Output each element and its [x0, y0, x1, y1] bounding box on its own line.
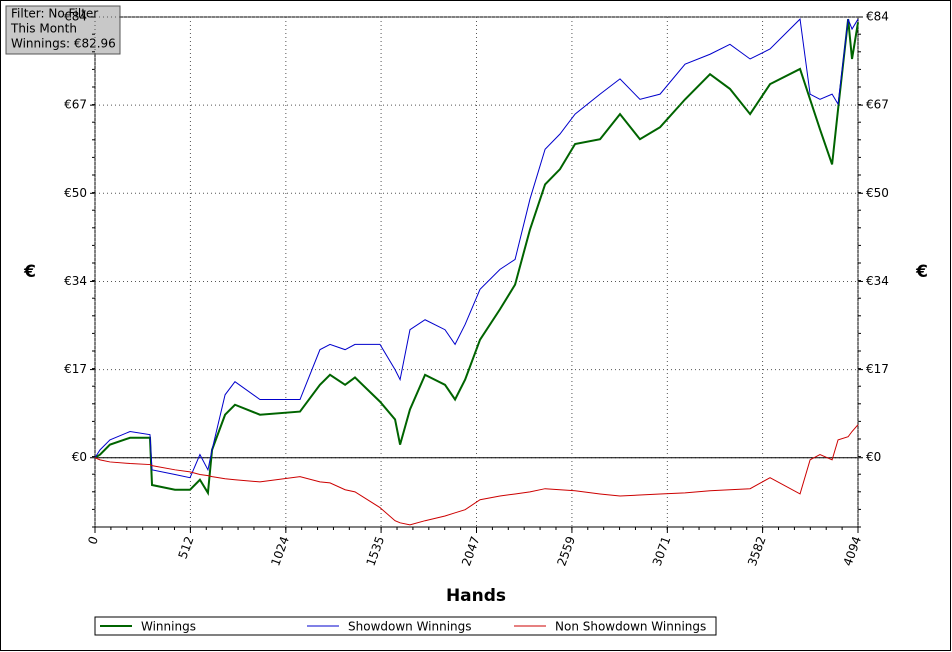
y2-tick-label: €0	[866, 450, 881, 464]
y2-tick-label: €50	[866, 186, 889, 200]
series-line	[94, 18, 859, 479]
info-line: Winnings: €82.96	[11, 37, 116, 51]
y2-tick-label: €34	[866, 274, 889, 288]
x-axis-title: Hands	[446, 586, 506, 606]
legend-label: Showdown Winnings	[348, 620, 472, 634]
y-tick-label: €34	[64, 274, 87, 288]
legend-label: Winnings	[141, 620, 196, 634]
x-tick-label: 0	[85, 534, 101, 546]
legend-label: Non Showdown Winnings	[555, 620, 706, 634]
legend	[94, 616, 717, 636]
y-tick-label: €17	[64, 362, 87, 376]
y-axis-title: €	[23, 262, 36, 282]
series-line	[94, 18, 859, 496]
info-box	[5, 5, 121, 55]
y2-tick-label: €67	[866, 98, 889, 112]
y2-tick-label: €17	[866, 362, 889, 376]
y2-tick-label: €84	[866, 10, 889, 24]
y-tick-label: €0	[72, 450, 87, 464]
series-line	[94, 424, 859, 526]
y-tick-label: €67	[64, 98, 87, 112]
y-tick-label: €84	[64, 10, 87, 24]
info-line: This Month	[10, 22, 77, 36]
info-line: Filter: No Filter	[11, 7, 98, 21]
y2-axis-title: €	[915, 262, 928, 282]
y-tick-label: €50	[64, 186, 87, 200]
